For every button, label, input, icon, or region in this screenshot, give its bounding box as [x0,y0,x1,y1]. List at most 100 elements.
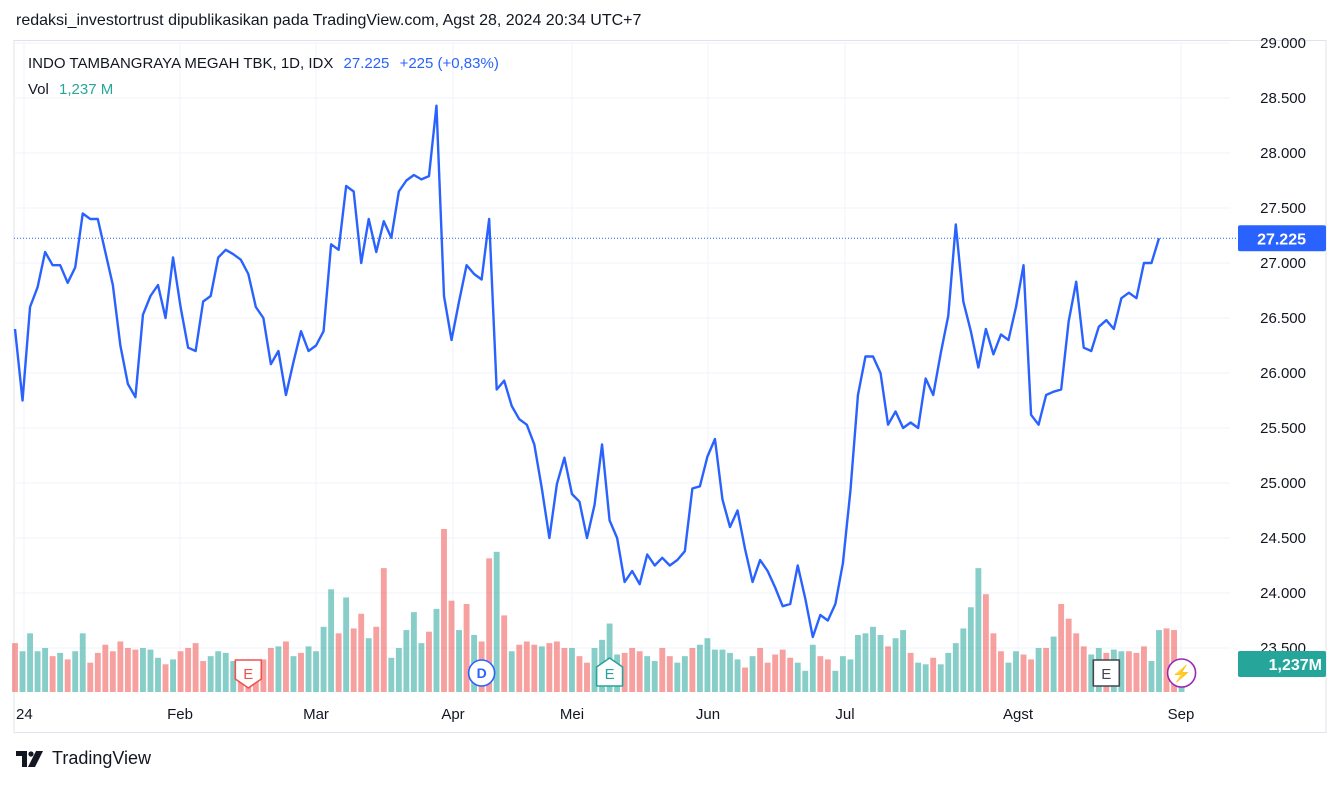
volume-bar[interactable] [636,651,643,692]
tradingview-branding[interactable]: TradingView [16,748,151,769]
volume-bar[interactable] [350,628,357,692]
current-price-tag[interactable] [1238,225,1326,252]
volume-bar[interactable] [87,662,94,692]
volume-bar[interactable] [651,661,658,692]
price-chart[interactable]: 29.000 28.500 28.000 27.500 27.000 26.500 26.0… [0,0,1341,740]
volume-bar[interactable] [666,656,673,692]
volume-bar[interactable] [403,630,410,692]
volume-bar[interactable] [1065,618,1072,692]
volume-bar[interactable] [516,644,523,692]
volume-bar[interactable] [832,670,839,692]
dividend-marker[interactable] [467,659,496,687]
volume-bar[interactable] [117,641,124,692]
legend-symbol[interactable]: INDO TAMBANGRAYA MEGAH TBK, 1D, IDX [28,55,334,72]
volume-bar[interactable] [1125,651,1132,692]
volume-bar[interactable] [907,652,914,692]
volume-bar[interactable] [1013,651,1019,692]
volume-bar[interactable] [937,664,944,692]
volume-bar[interactable] [140,647,146,692]
volume-bar[interactable] [64,659,71,692]
volume-bar[interactable] [892,638,899,692]
volume-bar[interactable] [621,652,628,692]
volume-bar[interactable] [862,633,869,692]
volume-bar[interactable] [448,600,455,692]
volume-bar[interactable] [1050,636,1057,692]
volume-bar[interactable] [395,647,402,692]
volume-bar[interactable] [192,643,199,692]
volume-bar[interactable] [1005,662,1012,692]
volume-bar[interactable] [380,568,387,692]
volume-bar[interactable] [1043,647,1050,692]
volume-bar[interactable] [267,647,274,692]
volume-bar[interactable] [1080,646,1087,692]
volume-bar[interactable] [809,644,816,692]
volume-bar[interactable] [930,657,937,692]
volume-bar[interactable] [328,589,335,692]
volume-bar[interactable] [313,651,319,692]
volume-bar[interactable] [629,647,636,692]
volume-bar[interactable] [764,662,771,692]
volume-bar[interactable] [847,659,854,692]
volume-bar[interactable] [170,659,176,692]
volume-bar[interactable] [569,647,575,692]
volume-bar[interactable] [185,647,192,692]
volume-bar[interactable] [12,643,18,692]
volume-bar[interactable] [960,628,967,692]
volume-bar[interactable] [885,646,891,692]
volume-bar[interactable] [34,651,41,692]
volume-bar[interactable] [712,649,718,692]
legend-volume-label[interactable]: Vol [28,81,49,98]
volume-bar[interactable] [591,647,598,692]
volume-bar[interactable] [177,651,184,692]
volume-bar[interactable] [734,659,741,692]
volume-bar[interactable] [681,656,688,692]
volume-bar[interactable] [659,647,666,692]
volume-bar[interactable] [19,651,26,692]
volume-bar[interactable] [1133,652,1140,692]
volume-bar[interactable] [644,656,651,692]
volume-bar[interactable] [538,646,545,692]
volume-bar[interactable] [689,647,696,692]
volume-bar[interactable] [200,661,207,692]
volume-bar[interactable] [749,656,756,692]
volume-bar[interactable] [147,649,154,692]
lightning-marker[interactable] [1166,658,1197,688]
volume-bar[interactable] [275,646,282,692]
volume-bar[interactable] [704,638,711,692]
volume-bar[interactable] [365,638,372,692]
volume-bar[interactable] [215,651,222,692]
volume-bar[interactable] [508,651,515,692]
volume-bar[interactable] [283,641,289,692]
volume-bar[interactable] [772,654,779,692]
volume-bar[interactable] [94,652,101,692]
volume-bar[interactable] [501,615,508,692]
volume-bar[interactable] [982,594,989,692]
volume-bar[interactable] [757,647,764,692]
volume-bar[interactable] [102,644,109,692]
volume-bar[interactable] [802,670,809,692]
volume-bar[interactable] [696,644,703,692]
volume-bar[interactable] [79,633,86,692]
volume-bar[interactable] [870,626,876,692]
volume-bar[interactable] [410,612,417,692]
volume-bar[interactable] [523,641,530,692]
volume-bar[interactable] [433,608,440,692]
volume-bar[interactable] [824,659,831,692]
volume-bar[interactable] [222,652,229,692]
volume-bar[interactable] [839,656,846,692]
volume-bar[interactable] [343,597,350,692]
volume-bar[interactable] [967,607,974,692]
volume-bar[interactable] [49,656,56,692]
volume-bar[interactable] [561,647,568,692]
volume-bar[interactable] [42,647,49,692]
volume-bar[interactable] [553,641,560,692]
volume-bar[interactable] [817,656,824,692]
volume-bar[interactable] [1028,659,1034,692]
volume-bar[interactable] [794,662,801,692]
volume-bar[interactable] [109,651,116,692]
volume-bar[interactable] [779,649,786,692]
volume-bar[interactable] [335,633,342,692]
volume-bar[interactable] [1073,633,1080,692]
volume-bar[interactable] [1163,628,1170,692]
price-line[interactable] [13,104,1161,639]
